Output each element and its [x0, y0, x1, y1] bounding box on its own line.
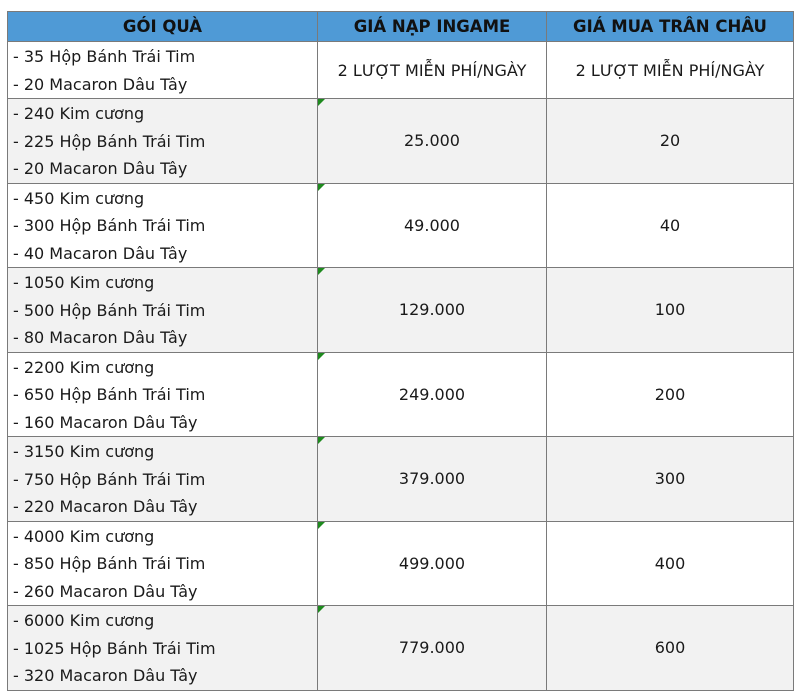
package-item: - 750 Hộp Bánh Trái Tim [13, 469, 206, 489]
package-item: - 1050 Kim cương [13, 273, 155, 292]
gift-package-price-table: GÓI QUÀ GIÁ NẠP INGAME GIÁ MUA TRÂN CHÂU… [7, 11, 794, 691]
package-item: - 160 Macaron Dâu Tây [13, 412, 198, 432]
table-row: - 450 Kim cương - 300 Hộp Bánh Trái Tim - … [7, 182, 794, 268]
package-item: - 3150 Kim cương [13, 442, 155, 461]
package-contents-cell: - 35 Hộp Bánh Trái Tim - 20 Macaron Dâu T… [7, 41, 318, 99]
package-item: - 500 Hộp Bánh Trái Tim [13, 300, 206, 320]
package-item: - 40 Macaron Dâu Tây [13, 243, 188, 263]
ingame-price-cell: 249.000 [317, 351, 547, 437]
package-item: - 220 Macaron Dâu Tây [13, 497, 198, 516]
package-item: - 650 Hộp Bánh Trái Tim [13, 385, 206, 404]
package-item: - 2200 Kim cương [13, 357, 155, 377]
package-contents-cell: - 450 Kim cương - 300 Hộp Bánh Trái Tim - … [7, 182, 318, 268]
package-item: - 20 Macaron Dâu Tây [13, 74, 188, 94]
table-row: - 4000 Kim cương - 850 Hộp Bánh Trái Tim -… [7, 520, 794, 606]
package-item: - 80 Macaron Dâu Tây [13, 328, 188, 347]
pearl-price-cell: 40 [546, 182, 794, 268]
package-contents-cell: - 4000 Kim cương - 850 Hộp Bánh Trái Tim -… [7, 520, 318, 606]
pearl-price-cell: 600 [546, 605, 794, 691]
package-contents-cell: - 240 Kim cương - 225 Hộp Bánh Trái Tim - … [7, 98, 318, 184]
table-body: - 35 Hộp Bánh Trái Tim - 20 Macaron Dâu T… [7, 41, 794, 691]
ingame-price-cell: 129.000 [317, 267, 547, 353]
header-pearl-price: GIÁ MUA TRÂN CHÂU [546, 11, 794, 42]
ingame-price-cell: 379.000 [317, 436, 547, 522]
package-item: - 240 Kim cương [13, 104, 145, 123]
package-item: - 320 Macaron Dâu Tây [13, 666, 198, 685]
package-contents-cell: - 3150 Kim cương - 750 Hộp Bánh Trái Tim -… [7, 436, 318, 522]
pearl-price-cell: 2 LƯỢT MIỄN PHÍ/NGÀY [546, 41, 794, 99]
ingame-price-cell: 49.000 [317, 182, 547, 268]
table-row: - 35 Hộp Bánh Trái Tim - 20 Macaron Dâu T… [7, 41, 794, 99]
package-item: - 35 Hộp Bánh Trái Tim [13, 47, 196, 66]
package-contents-cell: - 6000 Kim cương - 1025 Hộp Bánh Trái Tim… [7, 605, 318, 691]
price-table-container: GÓI QUÀ GIÁ NẠP INGAME GIÁ MUA TRÂN CHÂU… [7, 11, 794, 691]
package-item: - 225 Hộp Bánh Trái Tim [13, 131, 206, 151]
ingame-price-cell: 779.000 [317, 605, 547, 691]
table-row: - 6000 Kim cương - 1025 Hộp Bánh Trái Tim… [7, 605, 794, 691]
pearl-price-cell: 400 [546, 520, 794, 606]
pearl-price-cell: 20 [546, 98, 794, 184]
package-item: - 20 Macaron Dâu Tây [13, 159, 188, 178]
package-item: - 260 Macaron Dâu Tây [13, 581, 198, 601]
pearl-price-cell: 300 [546, 436, 794, 522]
package-item: - 300 Hộp Bánh Trái Tim [13, 216, 206, 235]
header-gift-package: GÓI QUÀ [7, 11, 318, 42]
package-item: - 6000 Kim cương [13, 611, 155, 630]
package-item: - 450 Kim cương [13, 188, 145, 208]
pearl-price-cell: 200 [546, 351, 794, 437]
table-row: - 3150 Kim cương - 750 Hộp Bánh Trái Tim -… [7, 436, 794, 522]
header-ingame-price: GIÁ NẠP INGAME [317, 11, 547, 42]
table-row: - 1050 Kim cương - 500 Hộp Bánh Trái Tim -… [7, 267, 794, 353]
table-row: - 240 Kim cương - 225 Hộp Bánh Trái Tim - … [7, 98, 794, 184]
table-header-row: GÓI QUÀ GIÁ NẠP INGAME GIÁ MUA TRÂN CHÂU [7, 11, 794, 42]
package-item: - 850 Hộp Bánh Trái Tim [13, 554, 206, 573]
package-contents-cell: - 2200 Kim cương - 650 Hộp Bánh Trái Tim -… [7, 351, 318, 437]
ingame-price-cell: 25.000 [317, 98, 547, 184]
package-contents-cell: - 1050 Kim cương - 500 Hộp Bánh Trái Tim -… [7, 267, 318, 353]
ingame-price-cell: 499.000 [317, 520, 547, 606]
table-row: - 2200 Kim cương - 650 Hộp Bánh Trái Tim -… [7, 351, 794, 437]
package-item: - 4000 Kim cương [13, 526, 155, 546]
package-item: - 1025 Hộp Bánh Trái Tim [13, 638, 216, 658]
pearl-price-cell: 100 [546, 267, 794, 353]
ingame-price-cell: 2 LƯỢT MIỄN PHÍ/NGÀY [317, 41, 547, 99]
